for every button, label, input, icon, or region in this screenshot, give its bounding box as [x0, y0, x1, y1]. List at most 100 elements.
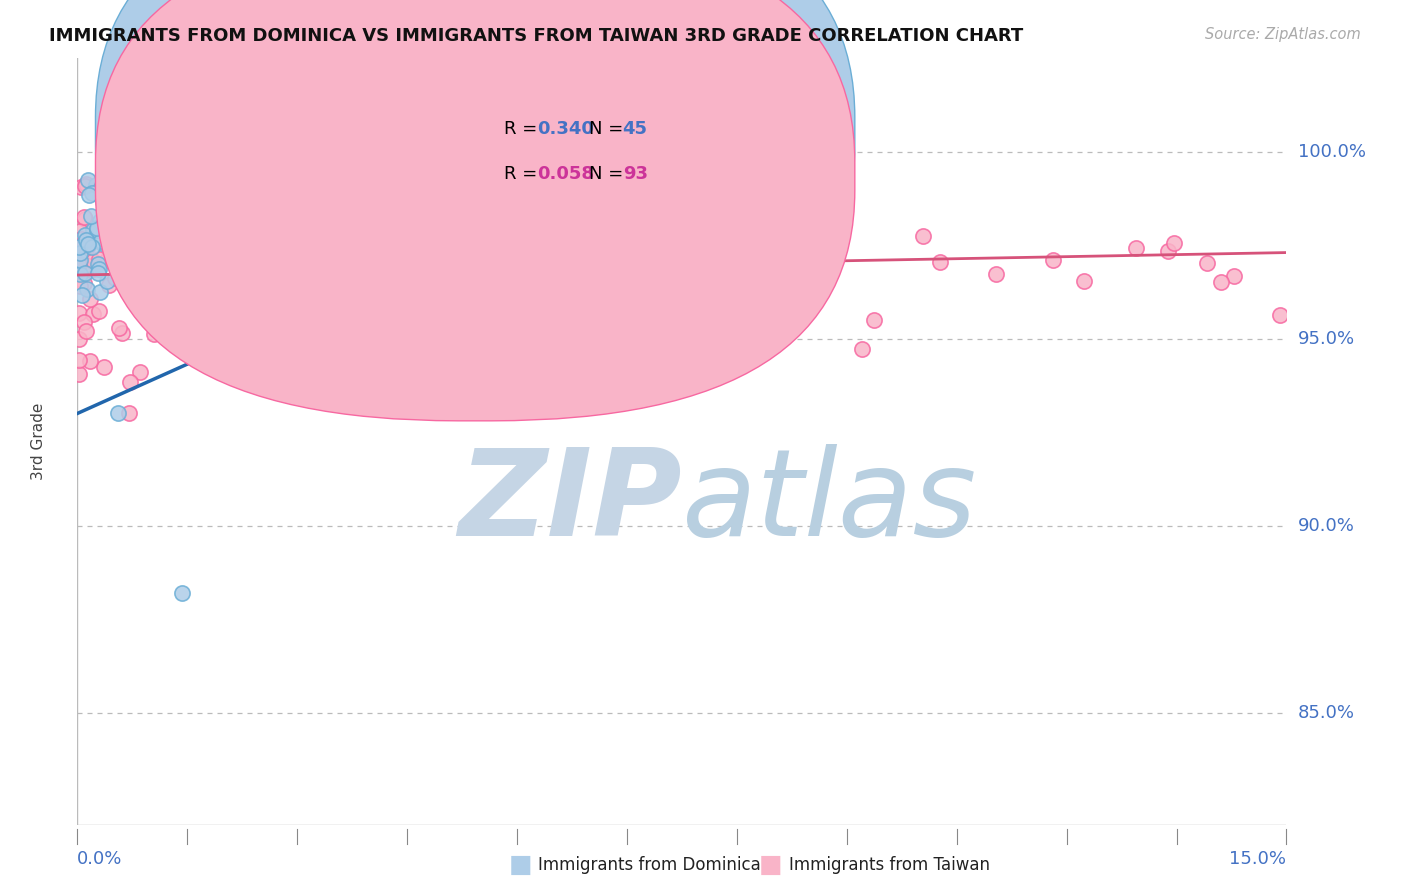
Point — [143, 280, 166, 294]
Point — [863, 312, 886, 326]
Point — [103, 215, 125, 229]
Point — [163, 216, 186, 230]
Point — [127, 266, 149, 280]
Point — [984, 267, 1007, 281]
Point — [89, 285, 111, 299]
Text: Source: ZipAtlas.com: Source: ZipAtlas.com — [1205, 27, 1361, 42]
Point — [669, 196, 692, 211]
Point — [1157, 244, 1180, 258]
Point — [167, 317, 190, 331]
Point — [183, 145, 205, 160]
Text: ■: ■ — [759, 854, 782, 877]
Point — [87, 266, 110, 280]
Point — [89, 213, 111, 227]
Point — [75, 235, 97, 250]
Point — [125, 239, 148, 253]
Point — [1211, 275, 1233, 289]
Point — [107, 240, 129, 254]
Point — [111, 244, 134, 259]
Text: 85.0%: 85.0% — [1298, 704, 1354, 722]
Point — [93, 186, 115, 201]
Point — [73, 212, 96, 227]
FancyBboxPatch shape — [96, 0, 855, 421]
Point — [759, 257, 782, 271]
Point — [80, 186, 103, 200]
Point — [167, 220, 190, 235]
Point — [152, 235, 174, 249]
Point — [1042, 253, 1064, 268]
Text: 93: 93 — [623, 165, 648, 183]
Point — [143, 242, 166, 256]
Point — [90, 234, 112, 248]
Point — [91, 194, 114, 209]
Point — [190, 205, 212, 219]
Point — [93, 360, 115, 375]
Point — [107, 321, 129, 335]
Point — [67, 240, 90, 254]
Point — [603, 213, 626, 227]
Text: 90.0%: 90.0% — [1298, 516, 1354, 534]
Point — [69, 267, 91, 281]
Point — [79, 292, 101, 306]
Point — [84, 178, 107, 192]
Point — [1197, 256, 1219, 270]
Text: 0.058: 0.058 — [537, 165, 593, 183]
Point — [73, 266, 96, 280]
Point — [398, 260, 420, 274]
Text: 0.0%: 0.0% — [77, 850, 122, 868]
Point — [80, 209, 103, 223]
Point — [69, 279, 91, 293]
Point — [550, 227, 572, 241]
Point — [1073, 274, 1095, 288]
Point — [93, 186, 115, 200]
Point — [69, 246, 91, 260]
Point — [107, 407, 129, 421]
Text: ■: ■ — [509, 854, 531, 877]
Point — [630, 287, 652, 301]
Point — [111, 179, 134, 194]
Point — [451, 270, 474, 285]
Point — [75, 227, 97, 242]
Point — [129, 365, 152, 379]
Point — [67, 257, 90, 271]
Text: Immigrants from Taiwan: Immigrants from Taiwan — [789, 856, 990, 874]
Point — [82, 239, 104, 253]
Point — [82, 308, 104, 322]
Point — [1163, 235, 1185, 250]
Point — [120, 375, 142, 389]
Point — [111, 326, 134, 341]
Point — [1268, 308, 1291, 322]
Point — [495, 255, 517, 269]
Point — [67, 332, 90, 346]
FancyBboxPatch shape — [96, 0, 855, 376]
Text: 3rd Grade: 3rd Grade — [31, 403, 46, 480]
Point — [82, 253, 104, 268]
Point — [87, 262, 110, 277]
Point — [77, 238, 100, 252]
Point — [104, 237, 127, 252]
Point — [73, 210, 96, 224]
Point — [143, 326, 166, 341]
Point — [245, 237, 267, 252]
Point — [76, 282, 98, 296]
Point — [103, 219, 125, 234]
Point — [77, 173, 100, 187]
Point — [86, 257, 108, 271]
Point — [91, 235, 114, 250]
Point — [128, 270, 150, 285]
Text: R =: R = — [505, 120, 543, 138]
Point — [146, 202, 169, 217]
Point — [143, 223, 166, 237]
Point — [67, 239, 90, 253]
Point — [143, 267, 166, 281]
Point — [69, 253, 91, 268]
Point — [79, 354, 101, 368]
Point — [118, 224, 141, 238]
Text: 100.0%: 100.0% — [1298, 143, 1365, 161]
Point — [682, 268, 704, 283]
Text: N =: N = — [589, 120, 628, 138]
Point — [204, 219, 226, 233]
Text: R =: R = — [505, 165, 543, 183]
Point — [79, 187, 101, 202]
Point — [135, 303, 157, 318]
